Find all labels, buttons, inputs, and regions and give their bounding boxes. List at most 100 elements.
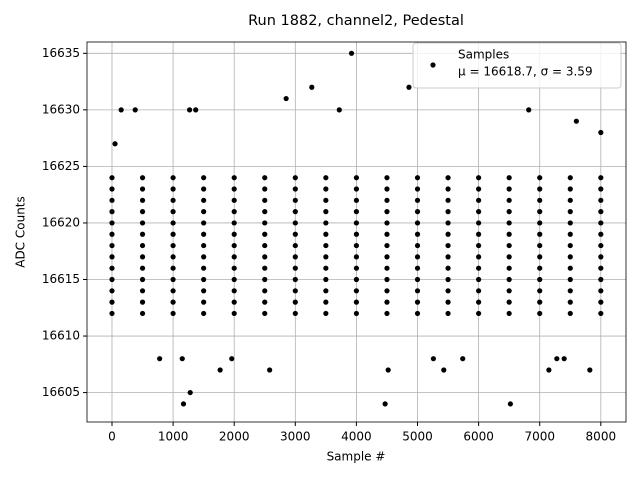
point	[323, 310, 329, 317]
point	[476, 175, 482, 181]
point	[170, 254, 176, 260]
point	[217, 367, 223, 373]
x-tick-label: 6000	[463, 430, 494, 444]
point	[476, 197, 482, 203]
point	[231, 220, 237, 226]
point	[323, 186, 329, 192]
point	[292, 209, 298, 215]
point	[567, 220, 573, 226]
point	[323, 197, 329, 203]
point	[170, 175, 176, 181]
legend-label: Samples	[458, 48, 509, 62]
y-tick-label: 16630	[42, 102, 80, 116]
point	[348, 50, 355, 56]
point	[476, 209, 482, 215]
point	[139, 220, 146, 226]
point	[109, 209, 115, 215]
point	[201, 254, 207, 260]
point	[537, 231, 543, 237]
point	[180, 401, 187, 407]
y-axis-label: ADC Counts	[14, 196, 28, 268]
point	[414, 310, 421, 317]
point	[262, 299, 268, 305]
point	[231, 276, 237, 283]
point	[201, 310, 207, 317]
point	[292, 254, 298, 260]
point	[506, 310, 512, 317]
point	[132, 107, 138, 113]
point	[292, 231, 298, 237]
point	[598, 175, 604, 181]
point	[323, 299, 329, 305]
point	[445, 186, 451, 192]
point	[567, 276, 573, 283]
point	[292, 175, 298, 181]
point	[157, 356, 163, 362]
point	[567, 265, 573, 271]
point	[414, 209, 421, 215]
point	[567, 299, 573, 305]
point	[170, 288, 176, 294]
point	[231, 288, 237, 294]
point	[262, 220, 268, 226]
point	[323, 242, 329, 249]
point	[109, 197, 115, 203]
point	[201, 175, 207, 181]
point	[598, 265, 604, 271]
point	[109, 231, 115, 237]
point	[231, 254, 237, 260]
point	[414, 288, 421, 294]
point	[323, 175, 329, 181]
point	[537, 310, 543, 317]
point	[567, 310, 573, 317]
point	[292, 299, 298, 305]
point	[186, 107, 193, 113]
point	[267, 367, 273, 373]
point	[506, 186, 512, 192]
point	[109, 288, 115, 294]
point	[567, 197, 573, 203]
point	[506, 288, 512, 294]
point	[201, 276, 207, 283]
point	[430, 356, 436, 362]
point	[587, 367, 593, 373]
point	[567, 254, 573, 260]
point	[292, 265, 298, 271]
point	[445, 175, 451, 181]
point	[170, 220, 176, 226]
x-tick-label: 8000	[586, 430, 617, 444]
point	[414, 220, 421, 226]
point	[262, 209, 268, 215]
point	[414, 276, 421, 283]
point	[445, 299, 451, 305]
point	[414, 242, 421, 249]
y-tick-label: 16625	[42, 159, 80, 173]
point	[292, 186, 298, 192]
point	[384, 209, 390, 215]
point	[170, 265, 176, 271]
point	[353, 310, 360, 317]
point	[109, 242, 115, 249]
point	[598, 220, 604, 226]
point	[323, 254, 329, 260]
x-tick-label: 0	[108, 430, 116, 444]
point	[292, 242, 298, 249]
point	[537, 276, 543, 283]
point	[353, 254, 360, 260]
point	[506, 175, 512, 181]
point	[476, 231, 482, 237]
point	[170, 242, 176, 249]
point	[262, 231, 268, 237]
y-tick-label: 16605	[42, 385, 80, 399]
point	[201, 209, 207, 215]
point	[262, 288, 268, 294]
point	[231, 197, 237, 203]
point	[537, 209, 543, 215]
point	[353, 220, 360, 226]
point	[139, 175, 146, 181]
point	[170, 299, 176, 305]
point	[476, 288, 482, 294]
point	[506, 254, 512, 260]
point	[353, 186, 360, 192]
point	[506, 209, 512, 215]
